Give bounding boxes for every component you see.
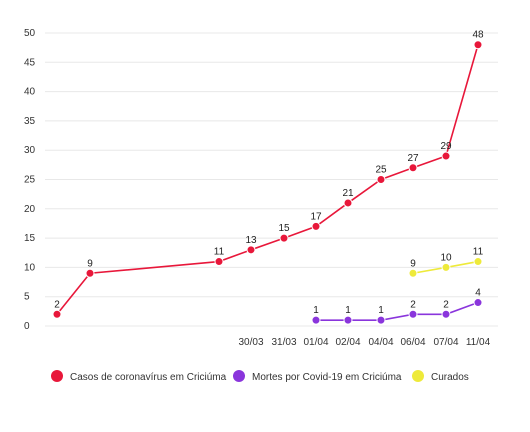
data-point[interactable] xyxy=(441,262,451,272)
legend-label: Mortes por Covid-19 em Criciúma xyxy=(252,372,402,383)
data-label: 21 xyxy=(342,188,354,199)
y-tick-label: 30 xyxy=(24,145,36,156)
data-point[interactable] xyxy=(311,221,321,231)
data-label: 15 xyxy=(278,223,290,234)
x-tick-label: 30/03 xyxy=(238,337,263,348)
data-point[interactable] xyxy=(343,198,353,208)
x-tick-label: 01/04 xyxy=(303,337,328,348)
y-tick-label: 5 xyxy=(24,292,30,303)
data-label: 48 xyxy=(472,30,484,41)
data-label: 27 xyxy=(407,153,419,164)
y-tick-label: 40 xyxy=(24,87,36,98)
y-tick-label: 35 xyxy=(24,116,36,127)
data-point[interactable] xyxy=(376,175,386,184)
series-points xyxy=(52,40,483,325)
data-label: 11 xyxy=(473,247,484,258)
data-point[interactable] xyxy=(279,233,289,243)
data-label: 1 xyxy=(345,305,351,316)
data-point[interactable] xyxy=(343,315,353,325)
x-tick-label: 06/04 xyxy=(400,337,425,348)
series-lines xyxy=(56,44,479,321)
data-point[interactable] xyxy=(408,309,418,319)
data-point[interactable] xyxy=(473,257,483,267)
data-label: 1 xyxy=(313,305,319,316)
series-line xyxy=(316,301,479,321)
data-point[interactable] xyxy=(473,40,483,50)
legend-item[interactable]: Mortes por Covid-19 em Criciúma xyxy=(233,370,402,383)
legend-marker xyxy=(233,370,245,382)
x-tick-label: 04/04 xyxy=(368,337,393,348)
data-point[interactable] xyxy=(85,268,95,278)
data-label: 11 xyxy=(214,247,225,258)
y-tick-label: 50 xyxy=(24,28,36,39)
x-tick-label: 11/04 xyxy=(466,337,491,348)
data-point[interactable] xyxy=(311,315,321,325)
data-label: 1 xyxy=(378,305,384,316)
data-point[interactable] xyxy=(473,298,483,308)
legend-marker xyxy=(51,370,63,382)
data-label: 2 xyxy=(410,299,416,310)
y-tick-label: 0 xyxy=(24,321,30,332)
legend-marker xyxy=(412,370,424,382)
data-label: 29 xyxy=(440,141,452,152)
data-point[interactable] xyxy=(408,268,418,278)
data-label: 10 xyxy=(440,252,452,263)
data-point[interactable] xyxy=(441,309,451,319)
legend-item[interactable]: Curados xyxy=(412,370,469,383)
data-point[interactable] xyxy=(441,151,451,161)
data-label: 25 xyxy=(375,165,387,176)
data-point[interactable] xyxy=(408,163,418,173)
data-label: 2 xyxy=(54,299,60,310)
legend-label: Casos de coronavírus em Criciúma xyxy=(70,372,227,383)
grid-lines xyxy=(45,32,498,327)
x-axis-tick-labels: 30/03 31/03 01/04 02/04 04/04 06/04 07/04 11/04 xyxy=(238,337,490,348)
y-axis-tick-labels: 0 5 10 15 20 25 30 35 40 45 50 xyxy=(24,28,36,332)
data-point[interactable] xyxy=(52,309,62,319)
legend: Casos de coronavírus em Criciúma Mortes p… xyxy=(51,370,469,383)
y-tick-label: 20 xyxy=(24,204,36,215)
legend-item[interactable]: Casos de coronavírus em Criciúma xyxy=(51,370,227,383)
data-point[interactable] xyxy=(214,257,224,267)
x-tick-label: 02/04 xyxy=(335,337,360,348)
x-tick-label: 31/03 xyxy=(271,337,296,348)
data-label: 13 xyxy=(245,235,257,246)
y-tick-label: 45 xyxy=(24,57,36,68)
data-label: 2 xyxy=(443,299,449,310)
data-point[interactable] xyxy=(376,315,386,325)
y-tick-label: 25 xyxy=(24,175,36,186)
y-tick-label: 15 xyxy=(24,233,36,244)
y-tick-label: 10 xyxy=(24,262,36,273)
x-tick-label: 07/04 xyxy=(433,337,458,348)
data-point[interactable] xyxy=(246,245,256,255)
data-label: 9 xyxy=(87,258,93,269)
legend-label: Curados xyxy=(431,372,469,383)
data-label: 4 xyxy=(475,288,481,299)
data-label: 17 xyxy=(310,211,322,222)
data-label: 9 xyxy=(410,258,416,269)
